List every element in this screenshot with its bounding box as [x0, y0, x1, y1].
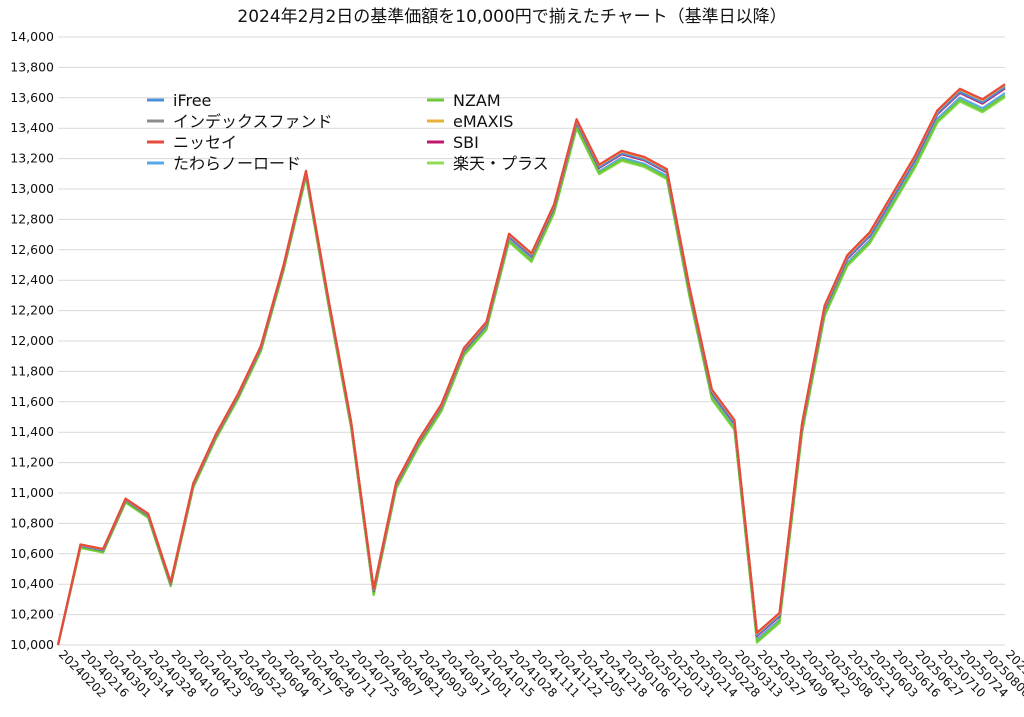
legend-label: ニッセイ: [173, 133, 237, 152]
legend-label: eMAXIS: [453, 112, 513, 131]
y-tick-label: 13,400: [10, 120, 54, 135]
y-tick-label: 11,200: [10, 455, 54, 470]
legend-label: iFree: [173, 91, 211, 110]
y-tick-label: 11,800: [10, 363, 54, 378]
x-axis: 2024020220240216202403012024031420240328…: [56, 647, 1024, 700]
grid: [58, 36, 1005, 646]
y-tick-label: 11,600: [10, 394, 54, 409]
y-tick-label: 11,400: [10, 424, 54, 439]
y-tick-label: 10,200: [10, 607, 54, 622]
y-tick-label: 13,600: [10, 90, 54, 105]
y-tick-label: 12,200: [10, 303, 54, 318]
y-tick-label: 12,800: [10, 211, 54, 226]
y-tick-label: 12,000: [10, 333, 54, 348]
legend-label: たわらノーロード: [173, 154, 301, 173]
y-tick-label: 10,600: [10, 546, 54, 561]
y-axis: 10,000 10,200 10,400 10,600 10,800 11,000 11,2…: [10, 29, 54, 652]
series-line: [56, 92, 1006, 646]
y-tick-label: 13,800: [10, 59, 54, 74]
y-tick-label: 10,000: [10, 637, 54, 652]
y-tick-label: 12,600: [10, 242, 54, 257]
series-line: [56, 83, 1006, 646]
y-tick-label: 12,400: [10, 272, 54, 287]
legend-label: インデックスファンド: [173, 112, 333, 131]
legend-label: SBI: [453, 133, 479, 152]
series-lines: [56, 83, 1006, 646]
y-tick-label: 13,200: [10, 151, 54, 166]
y-tick-label: 10,800: [10, 515, 54, 530]
legend-label: NZAM: [453, 91, 501, 110]
chart-title: 2024年2月2日の基準価額を10,000円で揃えたチャート（基準日以降）: [237, 7, 786, 27]
y-tick-label: 14,000: [10, 29, 54, 44]
legend-label: 楽天・プラス: [453, 154, 549, 173]
y-tick-label: 10,400: [10, 576, 54, 591]
series-line: [56, 94, 1006, 646]
y-tick-label: 13,000: [10, 181, 54, 196]
y-tick-label: 11,000: [10, 485, 54, 500]
